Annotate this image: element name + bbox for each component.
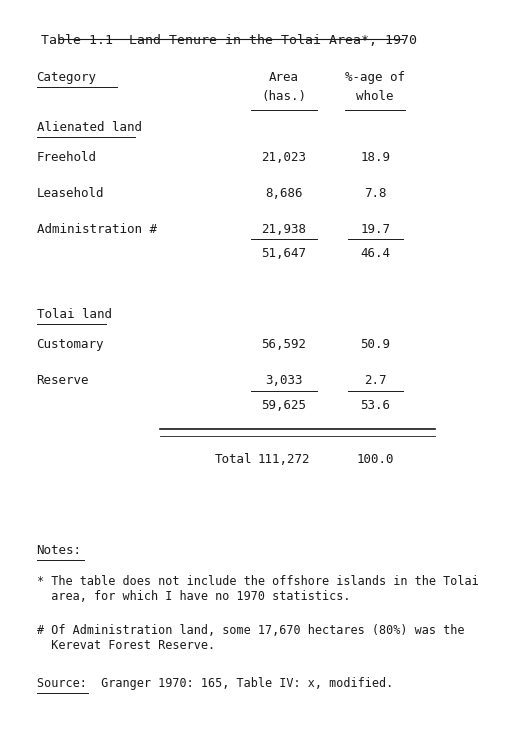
Text: whole: whole (356, 90, 394, 103)
Text: 46.4: 46.4 (360, 247, 390, 260)
Text: Notes:: Notes: (37, 544, 81, 557)
Text: Total: Total (215, 453, 253, 465)
Text: Administration #: Administration # (37, 223, 156, 235)
Text: Customary: Customary (37, 338, 104, 351)
Text: Reserve: Reserve (37, 374, 89, 387)
Text: * The table does not include the offshore islands in the Tolai
  area, for which: * The table does not include the offshor… (37, 575, 478, 603)
Text: %-age of: %-age of (345, 71, 405, 84)
Text: 18.9: 18.9 (360, 151, 390, 164)
Text: Tolai land: Tolai land (37, 308, 112, 320)
Text: 59,625: 59,625 (261, 399, 306, 412)
Text: 50.9: 50.9 (360, 338, 390, 351)
Text: # Of Administration land, some 17,670 hectares (80%) was the
  Kerevat Forest Re: # Of Administration land, some 17,670 he… (37, 624, 464, 652)
Text: Leasehold: Leasehold (37, 187, 104, 199)
Text: 2.7: 2.7 (364, 374, 386, 387)
Text: 3,033: 3,033 (265, 374, 302, 387)
Text: Source:  Granger 1970: 165, Table IV: x, modified.: Source: Granger 1970: 165, Table IV: x, … (37, 677, 393, 689)
Text: 56,592: 56,592 (261, 338, 306, 351)
Text: 19.7: 19.7 (360, 223, 390, 235)
Text: 21,023: 21,023 (261, 151, 306, 164)
Text: 8,686: 8,686 (265, 187, 302, 199)
Text: 51,647: 51,647 (261, 247, 306, 260)
Text: Table 1.1  Land Tenure in the Tolai Area*, 1970: Table 1.1 Land Tenure in the Tolai Area*… (41, 34, 417, 46)
Text: Alienated land: Alienated land (37, 121, 142, 134)
Text: Freehold: Freehold (37, 151, 97, 164)
Text: 53.6: 53.6 (360, 399, 390, 412)
Text: 111,272: 111,272 (257, 453, 310, 465)
Text: Area: Area (269, 71, 299, 84)
Text: Category: Category (37, 71, 97, 84)
Text: (has.): (has.) (261, 90, 306, 103)
Text: 7.8: 7.8 (364, 187, 386, 199)
Text: 100.0: 100.0 (356, 453, 394, 465)
Text: 21,938: 21,938 (261, 223, 306, 235)
